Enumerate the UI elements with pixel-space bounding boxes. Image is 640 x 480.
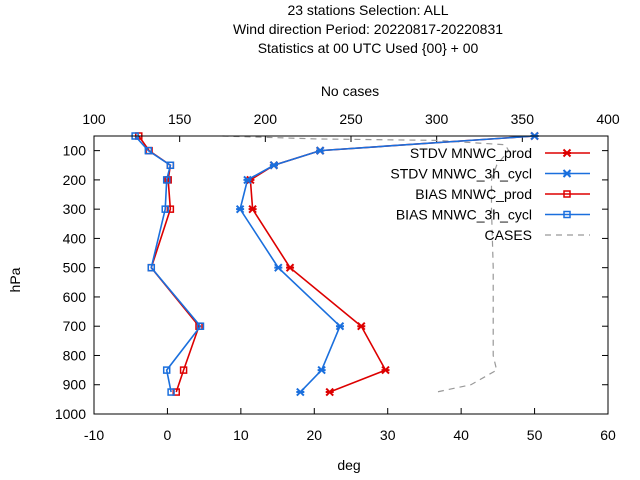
data-point-cross bbox=[269, 161, 279, 170]
x2-tick-label: 200 bbox=[254, 111, 278, 127]
y-tick-label: 800 bbox=[63, 347, 87, 363]
data-point-cross bbox=[274, 263, 283, 272]
data-point-square bbox=[144, 146, 153, 155]
title-line-1: 23 stations Selection: ALL bbox=[287, 2, 448, 18]
y-tick-label: 300 bbox=[63, 201, 87, 217]
legend-label: STDV MNWC_3h_cycl bbox=[390, 166, 532, 182]
x2-tick-label: 250 bbox=[339, 111, 363, 127]
x2-tick-label: 300 bbox=[425, 111, 449, 127]
x-tick-label: 20 bbox=[306, 427, 322, 443]
legend: STDV MNWC_prod STDV MNWC_3h_cycl BIAS MNWC… bbox=[390, 145, 590, 243]
data-point-square bbox=[147, 263, 156, 272]
series-line bbox=[134, 135, 202, 393]
y-tick-label: 400 bbox=[63, 230, 87, 246]
legend-label: CASES bbox=[485, 227, 532, 243]
y-axis-label: hPa bbox=[7, 267, 23, 292]
legend-label: BIAS MNWC_3h_cycl bbox=[396, 207, 532, 223]
data-point-square bbox=[161, 205, 169, 213]
y-tick-label: 700 bbox=[63, 318, 87, 334]
x-axis-label: deg bbox=[337, 457, 360, 473]
data-point-square bbox=[167, 388, 175, 396]
x-tick-label: 0 bbox=[164, 427, 172, 443]
y-tick-label: 600 bbox=[63, 289, 87, 305]
data-point-square bbox=[196, 322, 205, 330]
x-tick-label: 10 bbox=[233, 427, 249, 443]
data-point-cross bbox=[285, 263, 295, 272]
axis-ticks: -10 0 10 20 30 40 50 60 100 150 200 250 300 350 400 100… bbox=[55, 111, 620, 443]
data-point-cross bbox=[357, 322, 366, 331]
y-tick-label: 100 bbox=[63, 143, 87, 159]
data-point-square bbox=[563, 210, 571, 219]
plot-frame bbox=[93, 135, 609, 415]
title-line-2: Wind direction Period: 20220817-20220831 bbox=[233, 21, 503, 37]
data-point-cross bbox=[243, 175, 252, 185]
data-point-square bbox=[563, 190, 571, 198]
x-tick-label: 60 bbox=[600, 427, 616, 443]
x2-tick-label: 100 bbox=[82, 111, 106, 127]
data-point-cross bbox=[381, 365, 390, 375]
x-tick-label: 30 bbox=[380, 427, 396, 443]
x2-tick-label: 400 bbox=[596, 111, 620, 127]
data-point-square bbox=[172, 388, 180, 396]
legend-item: BIAS MNWC_prod bbox=[415, 186, 590, 202]
legend-item: STDV MNWC_3h_cycl bbox=[390, 166, 590, 182]
legend-label: BIAS MNWC_prod bbox=[415, 186, 532, 202]
x-tick-label: 50 bbox=[527, 427, 543, 443]
data-point-square bbox=[179, 366, 188, 374]
data-point-square bbox=[162, 366, 171, 374]
x2-tick-label: 350 bbox=[511, 111, 535, 127]
x2-axis-label: No cases bbox=[321, 83, 379, 99]
data-point-cross bbox=[317, 365, 326, 375]
data-point-cross bbox=[562, 169, 572, 178]
x-tick-label: 40 bbox=[453, 427, 469, 443]
legend-label: STDV MNWC_prod bbox=[410, 145, 532, 161]
data-point-cross bbox=[248, 204, 257, 214]
data-point-cross bbox=[235, 204, 245, 214]
y-tick-label: 200 bbox=[63, 172, 87, 188]
legend-item: STDV MNWC_prod bbox=[410, 145, 590, 161]
data-point-cross bbox=[315, 146, 325, 155]
chart-title: 23 stations Selection: ALL Wind directio… bbox=[233, 2, 503, 56]
legend-item: CASES bbox=[485, 227, 590, 243]
series-stdv-mnwc-3h-cycl bbox=[235, 131, 539, 397]
x-tick-label: -10 bbox=[84, 427, 104, 443]
data-point-square bbox=[166, 205, 175, 213]
data-point-cross bbox=[325, 387, 334, 397]
y-tick-label: 500 bbox=[63, 260, 87, 276]
y-tick-label: 900 bbox=[63, 377, 87, 393]
y-tick-label: 1000 bbox=[55, 406, 86, 422]
legend-item: BIAS MNWC_3h_cycl bbox=[396, 207, 590, 223]
data-point-cross bbox=[562, 148, 572, 158]
data-point-square bbox=[166, 161, 175, 170]
series-bias-mnwc-3h-cycl bbox=[131, 132, 205, 396]
title-line-3: Statistics at 00 UTC Used {00} + 00 bbox=[258, 40, 479, 56]
x2-tick-label: 150 bbox=[168, 111, 192, 127]
data-point-cross bbox=[335, 322, 345, 331]
data-point-square bbox=[162, 176, 171, 184]
data-point-cross bbox=[296, 387, 305, 397]
